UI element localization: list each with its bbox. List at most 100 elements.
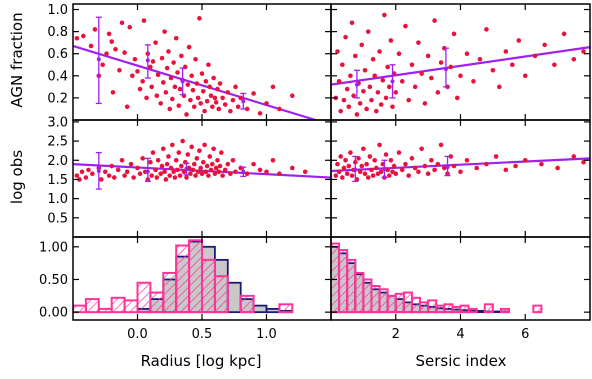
data-point [382,12,387,18]
data-point [493,154,499,159]
data-point [435,161,441,167]
error-bar [179,67,186,96]
data-point [130,73,135,79]
data-point [386,84,392,90]
data-point [212,171,218,177]
data-point [179,163,184,169]
data-point [173,157,179,163]
data-point [474,165,479,171]
data-point [191,161,197,167]
data-point [207,84,213,90]
data-point [335,49,340,54]
data-point [225,161,231,167]
data-point [216,106,222,112]
data-point [571,154,577,159]
data-point [222,167,228,173]
hist-bar-agn [346,258,357,314]
data-point [158,171,164,177]
fit-line [331,45,590,86]
data-point [233,84,238,90]
data-point [571,56,577,62]
data-point [140,156,145,161]
data-point [429,75,434,81]
data-point [113,46,118,52]
data-point [149,173,154,178]
data-point [99,177,104,182]
data-point [195,95,201,101]
error-bar [389,64,396,99]
data-point [383,95,389,101]
data-point [197,148,202,153]
data-point [390,104,395,110]
hist-bar-all [475,309,486,314]
data-point [154,175,160,180]
data-point [185,82,191,87]
data-point [198,165,204,171]
data-point [348,150,353,155]
hist-bar-agn [73,304,87,314]
data-point [119,157,125,163]
data-point [403,23,408,29]
data-point [198,101,204,106]
data-point [386,173,392,178]
data-point [168,165,174,171]
data-point [409,156,415,161]
data-point [516,38,522,43]
data-point [117,67,122,73]
hist-bar-agn [362,278,373,314]
data-point [217,163,223,169]
data-point [115,167,121,173]
hist-bar-agn [97,307,113,314]
data-point [435,90,441,95]
data-point [88,43,94,49]
data-point [79,169,85,175]
data-point [383,152,389,157]
error-bar [183,162,190,176]
data-point [539,161,544,167]
data-point [458,73,463,79]
hist-bar-agn [467,307,478,314]
data-point [104,51,109,57]
data-point [162,169,167,175]
data-point [155,72,161,78]
data-point [128,161,134,167]
data-point [131,175,136,180]
data-point [191,104,197,110]
data-point [211,75,216,81]
data-point [193,173,198,178]
data-point [184,112,189,117]
hist-bar-agn [402,291,413,314]
data-point [77,177,82,182]
data-point [228,108,233,114]
data-point [346,163,352,169]
data-point [220,95,225,101]
ytick-label: 2.5 [47,135,68,150]
data-point [154,93,160,98]
data-point [124,104,130,110]
data-point [212,95,218,101]
data-point [202,108,207,114]
panel-obs-vs-sersic [330,119,591,238]
panel-agn-vs-radius: 0.2 0.4 0.6 0.8 1.0 [47,3,332,121]
data-point [170,142,175,148]
data-point [164,65,170,71]
data-point [199,171,205,177]
data-point [188,97,193,103]
data-point [302,169,308,175]
data-point [167,173,173,178]
data-point [357,101,363,106]
data-point [396,51,402,57]
data-point [344,86,350,92]
data-point [351,93,356,98]
data-point [370,173,376,178]
data-point [581,159,586,165]
data-point [137,171,143,177]
data-point [135,69,140,74]
data-point [251,91,256,96]
data-point [153,167,158,173]
data-point [208,93,214,98]
data-point [171,60,176,65]
hist-bar-agn [394,292,405,314]
data-point [374,108,379,114]
data-point [204,98,210,104]
